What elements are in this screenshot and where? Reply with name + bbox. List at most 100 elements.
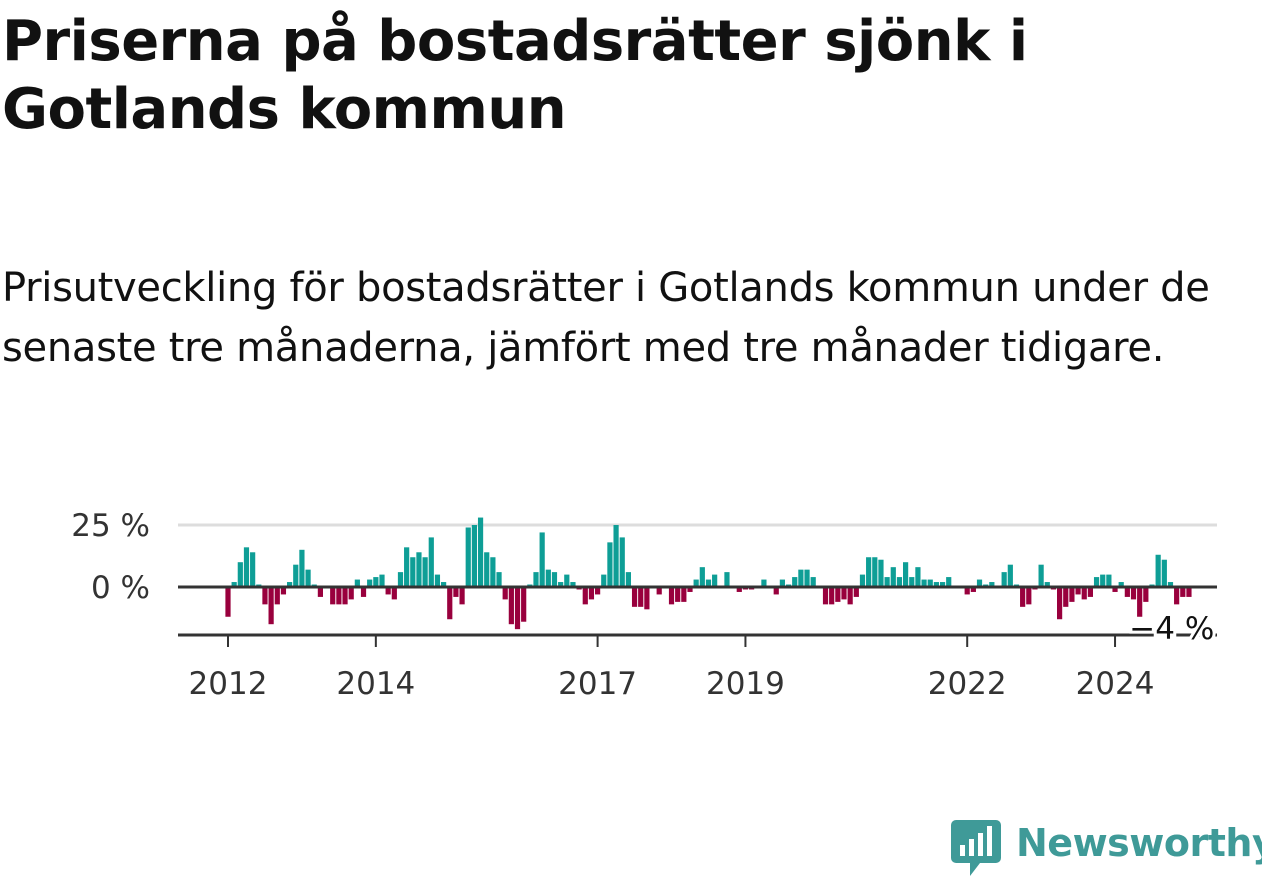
bar	[964, 587, 970, 595]
bar	[453, 587, 459, 597]
bar	[779, 579, 785, 587]
newsworthy-logo-icon	[951, 820, 1001, 876]
bar	[736, 587, 742, 592]
bar	[280, 587, 287, 595]
bar	[607, 542, 613, 587]
bar	[829, 587, 835, 605]
bar	[539, 532, 545, 587]
bar	[274, 587, 280, 605]
bar	[1167, 582, 1174, 587]
bar	[422, 557, 428, 587]
bar	[558, 582, 564, 587]
bar	[1063, 587, 1069, 607]
bar	[477, 517, 484, 587]
bar	[613, 525, 619, 587]
bar	[385, 587, 391, 595]
logo-text: Newsworthy	[1016, 821, 1262, 865]
bar	[687, 587, 693, 592]
bar	[1143, 587, 1149, 602]
bar	[1155, 554, 1161, 587]
y-tick-label: 25 %	[71, 508, 150, 544]
bar	[330, 587, 336, 605]
bar	[644, 587, 650, 610]
bar	[1069, 587, 1075, 602]
bar	[909, 577, 915, 587]
bar	[287, 582, 293, 587]
bar	[638, 587, 644, 607]
bar	[428, 537, 434, 587]
bar	[1087, 587, 1093, 597]
bar	[1044, 582, 1050, 587]
bar	[243, 547, 250, 587]
bar	[262, 587, 268, 605]
bar	[305, 569, 311, 587]
bar	[989, 582, 995, 587]
bar	[231, 582, 237, 587]
bar	[699, 567, 705, 587]
bar	[939, 582, 946, 587]
bar-layer	[225, 517, 1192, 630]
x-tick-label: 2012	[189, 666, 268, 702]
bar	[1075, 587, 1081, 595]
bar	[1137, 587, 1143, 617]
bar	[582, 587, 588, 605]
bar	[441, 582, 447, 587]
bar	[915, 567, 921, 587]
bar	[1106, 574, 1112, 587]
bar	[317, 587, 323, 597]
bar	[336, 587, 342, 605]
bar	[804, 569, 810, 587]
bar	[1100, 574, 1106, 587]
bar	[835, 587, 841, 602]
bar	[533, 572, 539, 587]
newsworthy-logo: Newsworthy	[950, 818, 1262, 880]
bar	[434, 574, 441, 587]
bar	[521, 587, 527, 622]
bar	[465, 527, 471, 587]
bar	[447, 587, 453, 620]
bar	[1093, 577, 1100, 587]
bar	[890, 567, 896, 587]
y-tick-label: 0 %	[91, 570, 150, 606]
bar	[379, 574, 385, 587]
bar	[595, 587, 601, 595]
bar	[693, 579, 699, 587]
bar	[1161, 559, 1167, 587]
bar	[588, 587, 595, 600]
bar	[1026, 587, 1032, 605]
bar	[551, 572, 558, 587]
bar	[1057, 587, 1063, 620]
bar	[1007, 564, 1013, 587]
x-tick-label: 2024	[1076, 666, 1155, 702]
bar	[502, 587, 508, 600]
bar	[841, 587, 847, 600]
bar	[712, 574, 718, 587]
bar	[508, 587, 514, 625]
axis-layer: 25 % 0 % 2012 2014 2017 2019 2022 2024 −4 %	[71, 508, 1217, 702]
bar	[459, 587, 465, 605]
bar	[619, 537, 625, 587]
bar	[859, 574, 866, 587]
bar	[225, 587, 231, 617]
bar	[601, 574, 607, 587]
bar	[681, 587, 687, 602]
chart-subtitle: Prisutveckling för bostadsrätter i Gotla…	[2, 265, 1210, 371]
bar	[397, 572, 404, 587]
bar	[847, 587, 853, 605]
bar	[1186, 587, 1192, 597]
bar	[798, 569, 804, 587]
bar	[625, 572, 631, 587]
bar	[1038, 564, 1044, 587]
bar	[1001, 572, 1007, 587]
bar	[675, 587, 681, 602]
chart-title: Priserna på bostadsrätter sjönk i Gotlan…	[2, 9, 1028, 142]
bar	[705, 579, 712, 587]
bar	[250, 552, 256, 587]
bar	[773, 587, 779, 595]
bar	[410, 557, 416, 587]
bar	[810, 577, 816, 587]
bar	[545, 569, 551, 587]
bar	[484, 552, 490, 587]
bar	[1180, 587, 1186, 597]
bar	[792, 577, 798, 587]
